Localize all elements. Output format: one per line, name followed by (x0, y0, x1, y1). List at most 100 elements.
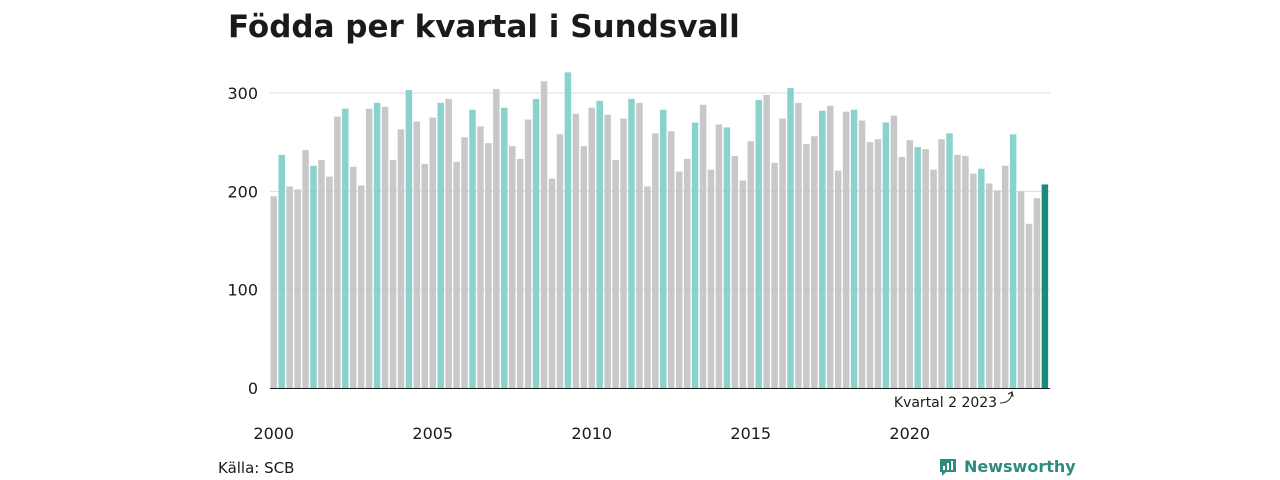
bar (556, 134, 564, 388)
bar (564, 72, 572, 388)
bar (723, 127, 731, 389)
bar (986, 183, 993, 388)
bar (795, 102, 802, 388)
bar (652, 133, 659, 388)
bar (342, 108, 349, 388)
bar (580, 146, 588, 388)
y-tick-label: 200 (227, 182, 258, 201)
bar (787, 88, 794, 388)
bar (620, 118, 627, 389)
bar (779, 118, 786, 389)
newsworthy-logo-icon (940, 459, 956, 476)
bar (373, 102, 381, 388)
bar-layer (270, 72, 1049, 389)
chart-title: Födda per kvartal i Sundsvall (228, 9, 740, 45)
bar (445, 98, 452, 389)
bar (628, 98, 635, 389)
bar (453, 161, 460, 388)
bar (612, 159, 619, 388)
bar (715, 124, 723, 388)
bar (429, 117, 436, 388)
bar (302, 150, 309, 388)
bar (334, 116, 341, 388)
bar (493, 89, 500, 389)
bar (644, 186, 651, 388)
bar (532, 98, 540, 389)
bar (516, 158, 524, 388)
bar (318, 159, 325, 388)
bar (469, 109, 476, 388)
bar (827, 105, 834, 389)
bar (747, 141, 754, 388)
bar (993, 190, 1001, 388)
annotation-arrow-icon (1000, 391, 1014, 404)
bar (866, 142, 874, 388)
bar (1025, 223, 1033, 388)
bar (739, 180, 747, 388)
y-tick-label: 0 (248, 379, 258, 398)
axis-layer: 0 100 200 300 2000 2005 2010 2015 2020 (227, 84, 1050, 443)
bar (771, 162, 778, 388)
bar (675, 171, 683, 388)
bar (548, 178, 556, 388)
bar (636, 102, 643, 388)
bar (874, 139, 882, 388)
bar (922, 149, 929, 388)
x-tick-label: 2000 (253, 424, 294, 443)
bar (294, 189, 301, 388)
bar (437, 102, 444, 388)
bar (365, 108, 373, 388)
bar (286, 186, 293, 388)
bar (763, 94, 770, 388)
bar (278, 154, 285, 388)
bar (930, 169, 937, 388)
bar (501, 107, 508, 388)
bar (954, 154, 961, 388)
bar (421, 163, 429, 388)
bar (509, 146, 516, 388)
bar (1001, 165, 1009, 388)
bar (1009, 134, 1017, 388)
bar (882, 122, 890, 388)
bar (858, 120, 866, 389)
bar (540, 81, 548, 388)
bar (326, 176, 333, 388)
brand-name: Newsworthy (964, 457, 1076, 476)
bar (389, 159, 397, 388)
x-tick-label: 2020 (889, 424, 930, 443)
bar (898, 156, 906, 388)
bar (485, 143, 492, 388)
bar (381, 106, 389, 389)
annotation-layer: Kvartal 2 2023 (894, 391, 1014, 411)
bar (819, 110, 826, 388)
bar (850, 109, 858, 388)
bar (755, 99, 762, 388)
y-tick-label: 100 (227, 281, 258, 300)
bar (699, 104, 707, 389)
bar (668, 131, 675, 388)
bar (405, 90, 413, 389)
bar (270, 196, 277, 388)
bar (803, 144, 810, 388)
bar (811, 136, 818, 388)
bar (962, 155, 969, 388)
bar (914, 147, 921, 388)
x-tick-label: 2015 (730, 424, 771, 443)
bar (842, 111, 850, 388)
bar (834, 170, 842, 388)
source-note: Källa: SCB (218, 459, 295, 477)
bar (890, 115, 898, 388)
bar (731, 155, 739, 388)
annotation-label: Kvartal 2 2023 (894, 395, 997, 411)
bar (350, 166, 357, 388)
bar (691, 122, 699, 388)
bar (397, 129, 405, 388)
bar (906, 140, 913, 388)
bar (310, 165, 317, 388)
bar (596, 100, 603, 388)
bar (588, 107, 595, 388)
bar (1033, 198, 1041, 388)
bar (978, 168, 985, 388)
bar (413, 121, 421, 389)
